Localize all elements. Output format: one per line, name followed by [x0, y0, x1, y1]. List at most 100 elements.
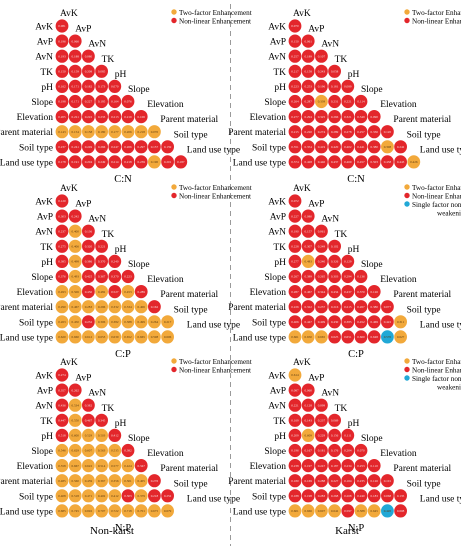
panel-label: C:P	[115, 349, 131, 360]
diag-label-ph: pH	[115, 245, 127, 255]
cell-value: 0.437	[344, 290, 352, 294]
row-label-avp: AvP	[270, 213, 286, 223]
cell-parent-material-parent-material	[381, 474, 394, 488]
cell-value: 0.266	[331, 115, 339, 119]
cell-value: 0.275	[58, 245, 66, 249]
cell-value: 0.257	[357, 130, 365, 134]
cell-avk-avk	[55, 368, 69, 382]
row-label-parent-material: Parent material	[0, 477, 53, 487]
cell-parent-material-slope	[121, 474, 135, 488]
cell-value: 0.188	[291, 494, 299, 498]
cell-value: 0.265	[318, 275, 326, 279]
cell-land-use-type-avp	[68, 504, 82, 518]
cell-elevation-avk	[55, 110, 69, 124]
cell-value: 0.514	[98, 464, 106, 468]
cell-land-use-type-tk	[328, 330, 341, 344]
cell-parent-material-slope	[121, 125, 135, 139]
cell-value: 0.070	[151, 130, 159, 134]
cell-parent-material-ph	[108, 474, 122, 488]
cell-soil-type-avn	[315, 140, 328, 154]
cell-value: 0.190	[291, 229, 299, 233]
row-label-elevation: Elevation	[17, 288, 54, 298]
cell-parent-material-ph	[341, 125, 355, 139]
cell-value: 0.607	[318, 509, 326, 513]
cell-avn-avn	[315, 398, 328, 412]
cell-parent-material-avk	[288, 300, 302, 314]
cell-land-use-type-slope	[121, 504, 135, 518]
cell-avp-avp	[301, 209, 315, 223]
cell-value: 0.150	[291, 39, 299, 43]
cell-elevation-elevation	[367, 459, 381, 473]
cell-avk-avk	[288, 194, 302, 208]
cell-value: 0.493	[58, 290, 66, 294]
cell-soil-type-tk	[95, 140, 108, 154]
cell-ph-avk	[288, 254, 302, 268]
cell-soil-type-slope	[354, 315, 368, 329]
cell-land-use-type-ph	[108, 155, 122, 169]
cell-parent-material-slope	[354, 474, 368, 488]
cell-soil-type-elevation	[367, 140, 381, 154]
cell-slope-slope	[354, 94, 368, 109]
cell-ph-avn	[315, 79, 328, 93]
row-label-avp: AvP	[37, 387, 53, 397]
cell-value: 0.257	[291, 54, 299, 58]
cell-land-use-type-ph	[341, 155, 355, 169]
cell-elevation-tk	[328, 110, 341, 124]
cell-value: 0.438	[384, 160, 392, 164]
legend-swatch-two-factor	[404, 184, 410, 190]
cell-land-use-type-tk	[328, 155, 341, 169]
cell-land-use-type-soil-type	[394, 330, 407, 344]
cell-value: 0.081	[58, 24, 66, 28]
cell-value: 0.201	[164, 160, 172, 164]
diag-label-avn: AvN	[88, 389, 106, 399]
cell-soil-type-slope	[121, 315, 135, 329]
diag-label-land-use-type: Land use type	[420, 320, 461, 330]
cell-value: 0.296	[98, 305, 106, 309]
cell-tk-avk	[288, 64, 302, 78]
row-label-ph: pH	[41, 83, 53, 93]
row-label-soil-type: Soil type	[19, 492, 53, 502]
cell-parent-material-tk	[95, 474, 108, 488]
row-label-parent-material: Parent material	[0, 128, 53, 138]
cell-parent-material-tk	[95, 300, 108, 314]
cell-value: 0.459	[85, 479, 93, 483]
cell-slope-ph	[341, 269, 355, 284]
diag-label-tk: TK	[102, 404, 115, 414]
cell-elevation-elevation	[367, 110, 381, 124]
cell-elevation-avk	[55, 285, 69, 299]
cell-value: 0.077	[384, 305, 392, 309]
cell-avn-avp	[301, 49, 315, 63]
row-label-elevation: Elevation	[250, 462, 287, 472]
cell-value: 0.277	[291, 260, 299, 264]
row-label-avn: AvN	[268, 53, 286, 63]
cell-ph-avp	[301, 428, 315, 442]
cell-value: 0.347	[137, 464, 145, 468]
cell-value: 0.382	[124, 449, 132, 453]
cell-value: 0.162	[151, 305, 159, 309]
cell-soil-type-parent-material	[381, 140, 394, 154]
cell-value: 0.143	[58, 130, 66, 134]
cell-value: 0.058	[331, 70, 339, 74]
cell-value: 0.370	[357, 290, 365, 294]
cell-value: 0.469	[344, 160, 352, 164]
cell-value: 0.114	[357, 100, 365, 104]
cell-soil-type-slope	[121, 489, 135, 503]
row-label-ph: pH	[274, 83, 286, 93]
row-label-soil-type: Soil type	[252, 143, 286, 153]
cell-ph-tk	[328, 428, 341, 442]
cell-slope-avp	[68, 443, 82, 458]
cell-parent-material-elevation	[367, 474, 381, 488]
row-label-ph: pH	[274, 432, 286, 442]
cell-land-use-type-tk	[95, 155, 108, 169]
cell-avn-avk	[288, 224, 302, 238]
panel-label: C:N	[347, 174, 365, 185]
cell-ph-ph	[108, 79, 122, 93]
row-label-slope: Slope	[31, 98, 53, 108]
diag-label-soil-type: Soil type	[407, 130, 441, 140]
cell-value: 0.307	[304, 245, 312, 249]
cell-soil-type-tk	[328, 315, 341, 329]
cell-land-use-type-land-use-type	[407, 155, 421, 169]
cell-soil-type-slope	[121, 140, 135, 154]
cell-soil-type-elevation	[134, 140, 148, 154]
